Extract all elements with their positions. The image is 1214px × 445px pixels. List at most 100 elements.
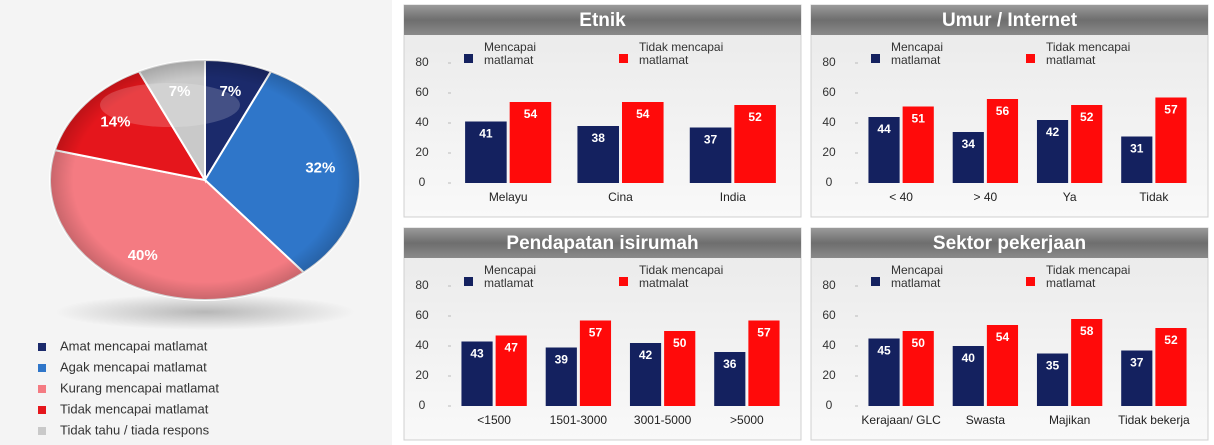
bar (868, 117, 900, 183)
bar (577, 126, 619, 183)
bar (1121, 136, 1153, 183)
bar (902, 106, 934, 183)
x-tick-label: Cina (608, 191, 633, 204)
x-tick-label: 1501-3000 (549, 414, 608, 427)
legend-label: Mencapai matlamat (484, 264, 537, 290)
legend-label-box: Tidak mencapai matlamat (639, 41, 724, 67)
bar-value-label: 35 (1046, 359, 1060, 373)
bar-value-label: 41 (479, 127, 493, 141)
legend-label-box: Mencapai matlamat (891, 264, 943, 290)
x-tick-label-box: Tidak (1139, 191, 1168, 204)
y-tick-label: 40 (822, 338, 836, 352)
x-tick-label: Kerajaan/ GLC (861, 414, 941, 427)
legend-swatch (871, 277, 880, 286)
x-tick-label-box: 1501-3000 (549, 414, 608, 427)
bar (629, 343, 662, 406)
legend-swatch (38, 364, 46, 372)
bar-value-label: 50 (673, 336, 687, 350)
x-tick-label: 3001-5000 (633, 414, 692, 427)
x-tick-label-box: Ya (1062, 191, 1077, 204)
legend-label-box: Tidak mencapai matlamat (1046, 264, 1131, 290)
x-tick-label-box: > 40 (974, 191, 998, 204)
y-tick-label: 0 (419, 175, 426, 189)
y-tick-label: 80 (415, 55, 429, 69)
bar-value-label: 54 (636, 107, 650, 121)
x-tick-label-box: Kerajaan/ GLC (861, 414, 941, 427)
x-tick-label: Melayu (488, 191, 528, 204)
bar-value-label: 57 (757, 326, 771, 340)
x-tick-label: Majikan (1048, 414, 1091, 427)
panel-title: Etnik (579, 10, 626, 31)
panel-title: Umur / Internet (942, 10, 1078, 31)
bar-value-label: 34 (962, 137, 976, 151)
legend-label: Tidak mencapai matlamat (1046, 264, 1131, 290)
bar-value-label: 37 (1130, 356, 1144, 370)
bar (1121, 350, 1153, 406)
bar (952, 346, 984, 406)
y-tick-label: 60 (822, 308, 836, 322)
legend-swatch (619, 54, 628, 63)
legend-label: Tidak mencapai matlamat (639, 41, 724, 67)
legend-swatch (1026, 54, 1035, 63)
bar (461, 341, 493, 406)
y-tick-label: 20 (822, 145, 836, 159)
y-tick-label: 80 (822, 55, 836, 69)
legend-label: Tidak mencapai matmalat (639, 264, 724, 290)
x-tick-label: Tidak bekerja (1118, 414, 1190, 427)
bar-value-label: 40 (962, 351, 976, 365)
legend-swatch (1026, 277, 1035, 286)
bar (579, 320, 612, 406)
bar (509, 102, 552, 183)
legend-label: Kurang mencapai matlamat (60, 380, 219, 395)
bar-value-label: 56 (996, 104, 1010, 118)
bar (622, 102, 664, 183)
legend-label: Tidak mencapai matlamat (60, 401, 209, 416)
legend-label: Agak mencapai matlamat (60, 359, 207, 374)
legend-swatch (38, 427, 46, 435)
panel-header (811, 5, 1208, 35)
bar (1071, 319, 1103, 406)
bar-value-label: 57 (1164, 103, 1178, 117)
bar-value-label: 50 (912, 336, 926, 350)
x-tick-label: Swasta (965, 414, 1006, 427)
legend-label-box: Mencapai matlamat (891, 41, 943, 67)
x-tick-label: India (719, 191, 746, 204)
x-tick-label: < 40 (889, 191, 913, 204)
bar (986, 325, 1019, 406)
bar (1071, 105, 1103, 183)
bar (748, 320, 780, 406)
legend-swatch (38, 343, 46, 351)
legend-label-box: Tidak mencapai matmalat (639, 264, 724, 290)
y-tick-label: 0 (826, 175, 833, 189)
y-tick-label: 60 (822, 85, 836, 99)
y-tick-label: 20 (415, 145, 429, 159)
bar-value-label: 44 (877, 122, 891, 136)
pie-shadow (55, 294, 355, 330)
legend-label-box: Mencapai matlamat (484, 41, 536, 67)
legend-label-box: Tidak mencapai matlamat (1046, 41, 1131, 67)
x-tick-label-box: Swasta (965, 414, 1006, 427)
legend-swatch (38, 385, 46, 393)
y-tick-label: 80 (415, 278, 429, 292)
bar (664, 331, 696, 406)
y-tick-label: 60 (415, 85, 429, 99)
bar-value-label: 43 (470, 347, 484, 361)
legend-label: Tidak mencapai matlamat (1046, 41, 1131, 67)
bar-value-label: 36 (723, 357, 737, 371)
x-tick-label: >5000 (730, 414, 764, 427)
bar-value-label: 52 (1080, 110, 1094, 124)
bar-value-label: 47 (505, 341, 519, 355)
x-tick-label-box: 3001-5000 (633, 414, 692, 427)
panel-header (404, 228, 801, 258)
bar (545, 347, 577, 406)
bar-value-label: 58 (1080, 324, 1094, 338)
bar (689, 127, 732, 183)
bar-value-label: 52 (748, 110, 762, 124)
bar (734, 105, 776, 183)
bar-value-label: 52 (1164, 333, 1178, 347)
x-tick-label: Ya (1062, 191, 1077, 204)
y-tick-label: 20 (415, 368, 429, 382)
panel-title: Pendapatan isirumah (506, 233, 698, 254)
bar-value-label: 42 (639, 348, 653, 362)
